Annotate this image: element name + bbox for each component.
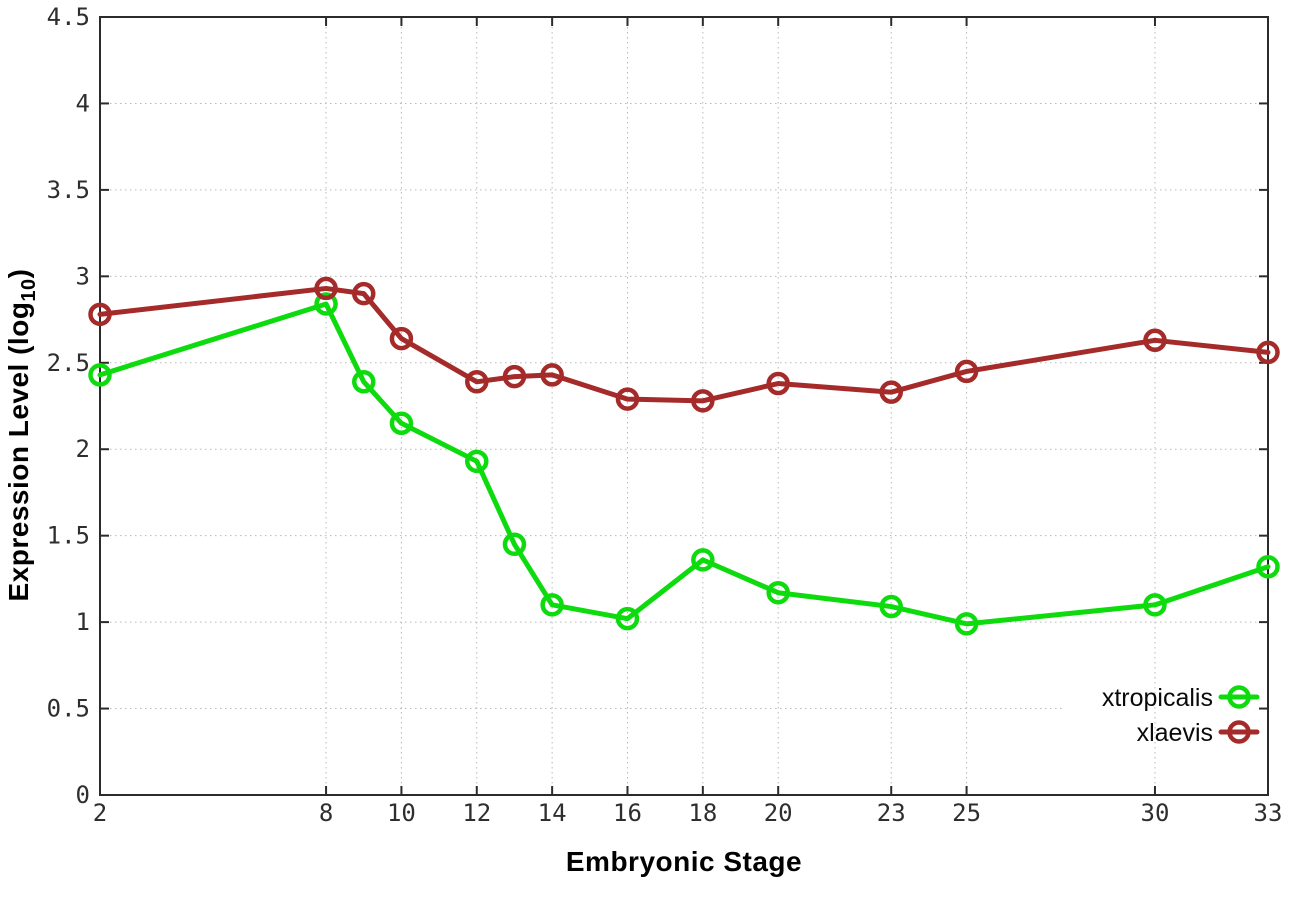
series-xlaevis-marker — [314, 276, 338, 301]
y-axis-title-text: Expression Level (log — [3, 301, 35, 602]
series-xtropicalis-marker — [1143, 593, 1167, 617]
x-axis-title: Embryonic Stage — [565, 846, 803, 877]
series-xtropicalis-marker — [615, 606, 640, 631]
series-xlaevis-marker — [351, 281, 376, 306]
series-xtropicalis-marker — [88, 363, 112, 387]
x-tick-label: 33 — [1254, 799, 1283, 827]
y-tick-label: 2 — [76, 435, 90, 463]
x-tick-label: 14 — [538, 799, 567, 827]
series-xlaevis-marker — [389, 326, 414, 351]
legend-label-xlaevis: xlaevis — [1137, 719, 1213, 747]
series-xtropicalis-marker — [691, 548, 715, 572]
x-tick-label: 23 — [877, 799, 906, 827]
series-xtropicalis-marker — [351, 370, 376, 394]
x-tick-label: 2 — [93, 799, 107, 827]
y-axis-title-close: ) — [3, 268, 35, 279]
y-tick-label: 1.5 — [47, 522, 90, 550]
y-tick-label: 4.5 — [47, 3, 90, 31]
series-xtropicalis-marker — [879, 594, 903, 619]
y-tick-label: 2.5 — [47, 349, 90, 377]
series-xtropicalis-marker — [465, 449, 489, 474]
series-xtropicalis-marker — [1256, 555, 1280, 579]
series-xlaevis-marker — [502, 364, 527, 389]
series-xlaevis-marker — [465, 370, 489, 394]
series-xlaevis-marker — [615, 387, 640, 411]
y-tick-label: 3 — [76, 262, 90, 290]
x-tick-label: 25 — [952, 799, 981, 827]
series-xlaevis-marker — [691, 389, 715, 413]
y-tick-label: 3.5 — [47, 176, 90, 204]
plot-frame — [99, 16, 1269, 796]
series-xlaevis-marker — [766, 371, 790, 396]
x-tick-label: 8 — [319, 799, 333, 827]
series-xlaevis-marker — [88, 302, 112, 327]
series-xlaevis-marker — [879, 380, 903, 404]
y-axis-title: Expression Level (log10) — [3, 269, 41, 602]
series-xlaevis-marker — [954, 359, 979, 384]
y-tick-label: 1 — [76, 608, 90, 636]
series-xlaevis-marker — [1143, 328, 1167, 353]
series-xtropicalis-marker — [314, 292, 338, 316]
legend-sample-marker-xtropicalis — [1227, 685, 1251, 709]
y-tick-label: 4 — [76, 89, 90, 117]
x-tick-label: 20 — [764, 799, 793, 827]
series-xlaevis-line — [97, 285, 1271, 404]
series-xlaevis-marker — [1256, 340, 1280, 365]
x-tick-label: 18 — [688, 799, 717, 827]
series-xlaevis-marker — [540, 363, 564, 387]
y-axis-title-subscript: 10 — [17, 278, 40, 302]
y-tick-label: 0 — [76, 781, 90, 809]
series-xtropicalis-marker — [540, 593, 564, 617]
legend-sample-marker-xlaevis — [1227, 720, 1251, 744]
x-tick-label: 10 — [387, 799, 416, 827]
series-xtropicalis-marker — [389, 411, 414, 436]
y-tick-label: 0.5 — [47, 695, 90, 723]
x-tick-label: 30 — [1141, 799, 1170, 827]
series-xtropicalis-marker — [502, 532, 527, 557]
legend-label-xtropicalis: xtropicalis — [1102, 684, 1213, 712]
x-tick-label: 16 — [613, 799, 642, 827]
series-xtropicalis-marker — [954, 612, 979, 636]
series-xtropicalis-marker — [766, 580, 790, 605]
x-tick-label: 12 — [462, 799, 491, 827]
